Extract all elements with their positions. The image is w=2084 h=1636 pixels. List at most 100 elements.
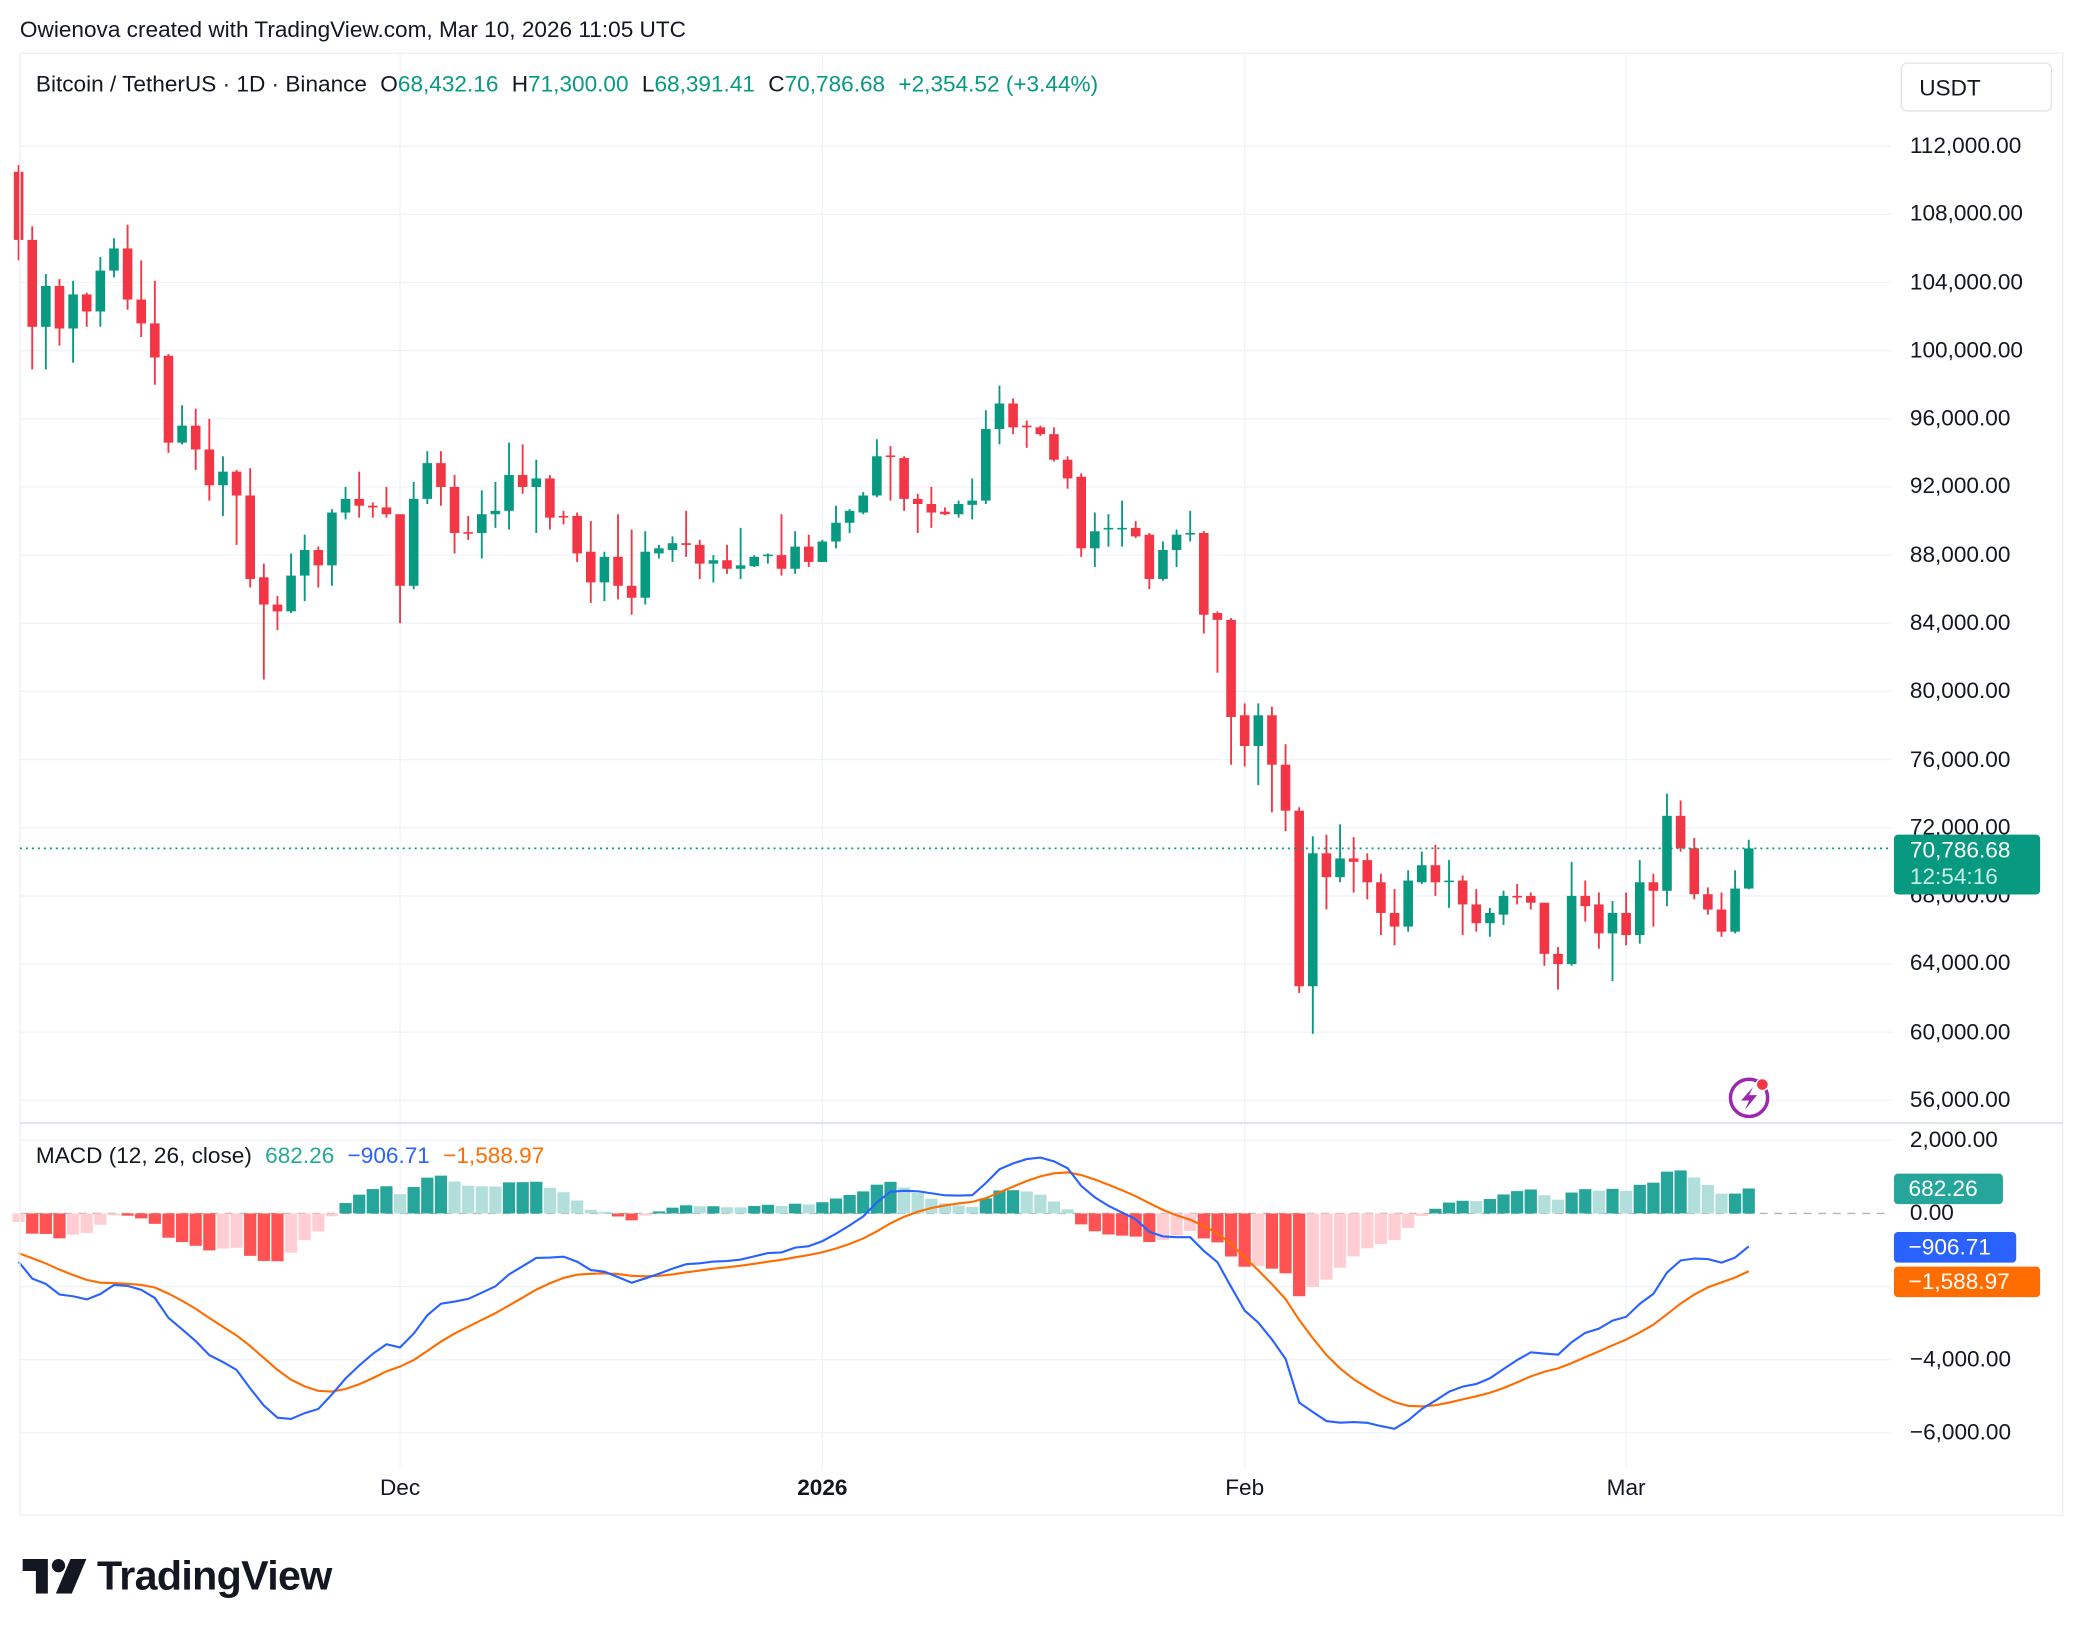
candle	[1730, 870, 1740, 934]
candle	[1498, 890, 1509, 925]
macd-histogram-bar	[1374, 1213, 1388, 1245]
candle	[204, 418, 215, 501]
currency-button[interactable]: USDT	[1900, 62, 2053, 112]
macd-axis-label: 2,000.00	[1909, 1127, 1998, 1153]
macd-title[interactable]: MACD (12, 26, close)	[35, 1143, 252, 1169]
candle	[613, 514, 623, 600]
candle-body	[517, 475, 528, 487]
candle-body	[763, 554, 773, 557]
candle	[163, 354, 174, 453]
macd-signal-value: −1,588.97	[443, 1143, 545, 1169]
candle-body	[912, 498, 923, 505]
candle-body	[54, 285, 65, 329]
candle	[1062, 456, 1073, 489]
candle-body	[1716, 909, 1727, 932]
candle-body	[340, 498, 351, 513]
candle	[1267, 706, 1277, 813]
candle-body	[1634, 882, 1645, 936]
candle	[1117, 500, 1127, 547]
macd-histogram-bar	[325, 1213, 339, 1217]
macd-histogram-bar	[734, 1207, 747, 1214]
candle	[1226, 618, 1236, 765]
macd-histogram-bar	[857, 1191, 870, 1214]
candle	[790, 531, 800, 574]
candle-body	[1553, 953, 1563, 965]
candle-body	[1267, 715, 1277, 765]
candle	[817, 539, 828, 562]
macd-histogram-tag: 682.26	[1893, 1173, 2003, 1205]
symbol-title[interactable]: Bitcoin / TetherUS · 1D · Binance	[35, 71, 368, 98]
macd-axis-label: −4,000.00	[1909, 1346, 2012, 1372]
candle-body	[68, 294, 78, 329]
macd-histogram-bar	[230, 1213, 243, 1248]
candle	[1716, 892, 1727, 937]
macd-histogram-bar	[571, 1200, 584, 1214]
macd-histogram-bar	[652, 1211, 666, 1214]
candle	[368, 502, 378, 518]
candle-body	[41, 285, 51, 327]
candle	[81, 292, 92, 327]
candle-body	[1321, 853, 1332, 878]
candle-body	[463, 532, 473, 534]
candle-body	[613, 556, 623, 586]
macd-histogram-bar	[720, 1207, 734, 1214]
macd-histogram-bar	[1020, 1191, 1033, 1214]
macd-histogram-bar	[1279, 1213, 1292, 1274]
candle	[13, 164, 24, 261]
macd-histogram-bar	[94, 1213, 107, 1225]
grid	[19, 53, 1892, 1469]
macd-histogram-bar	[925, 1198, 938, 1214]
candle	[122, 224, 133, 310]
macd-histogram-bar	[1306, 1213, 1319, 1288]
candle	[912, 493, 923, 533]
macd-histogram-bar	[475, 1186, 488, 1214]
macd-histogram-bar	[1497, 1194, 1510, 1214]
macd-histogram-bar	[802, 1204, 815, 1214]
candle-body	[1212, 613, 1223, 620]
macd-histogram-bar	[1729, 1193, 1742, 1214]
lightning-alert-icon[interactable]	[1728, 1077, 1770, 1119]
price-axis-label: 84,000.00	[1909, 609, 2011, 636]
macd-histogram-bar	[1538, 1195, 1551, 1214]
candle	[218, 456, 228, 516]
change-value: +2,354.52 (+3.44%)	[898, 71, 1099, 98]
candle	[599, 551, 610, 602]
macd-histogram-bar	[1442, 1202, 1456, 1214]
candle	[1703, 887, 1713, 915]
macd-histogram-bar	[393, 1194, 407, 1214]
close-key: C	[768, 71, 785, 98]
last-price-tag: 70,786.68 12:54:16	[1893, 834, 2041, 895]
candle-body	[272, 604, 283, 612]
macd-histogram-bar	[1483, 1199, 1497, 1214]
candle	[1171, 529, 1182, 568]
candle-body	[1090, 531, 1100, 549]
candle-body	[640, 551, 651, 598]
macd-histogram-bar	[284, 1213, 298, 1253]
tradingview-logo[interactable]: TradingView	[22, 1552, 332, 1600]
candle-body	[163, 355, 174, 443]
candle	[286, 553, 296, 614]
macd-histogram-bar	[993, 1190, 1006, 1214]
price-axis-label: 88,000.00	[1909, 541, 2011, 568]
macd-histogram-bar	[1129, 1213, 1142, 1237]
macd-histogram-bar	[1211, 1213, 1224, 1243]
macd-histogram-bar	[1674, 1170, 1687, 1214]
macd-histogram-bar	[175, 1213, 189, 1243]
candle-body	[504, 475, 514, 511]
logo-text: TradingView	[97, 1552, 332, 1599]
candle	[667, 536, 678, 562]
candle-body	[1430, 865, 1441, 883]
macd-histogram-bar	[666, 1207, 679, 1214]
candle-body	[1144, 534, 1155, 579]
macd-histogram-bar	[816, 1202, 829, 1214]
candle	[327, 509, 337, 586]
candle	[1580, 880, 1591, 922]
candle-body	[27, 239, 38, 327]
time-axis-label: 2026	[797, 1475, 848, 1501]
candle	[436, 451, 446, 506]
candle	[27, 226, 38, 370]
candle	[1675, 800, 1686, 852]
macd-histogram-bar	[611, 1213, 625, 1217]
candle	[1485, 907, 1495, 937]
